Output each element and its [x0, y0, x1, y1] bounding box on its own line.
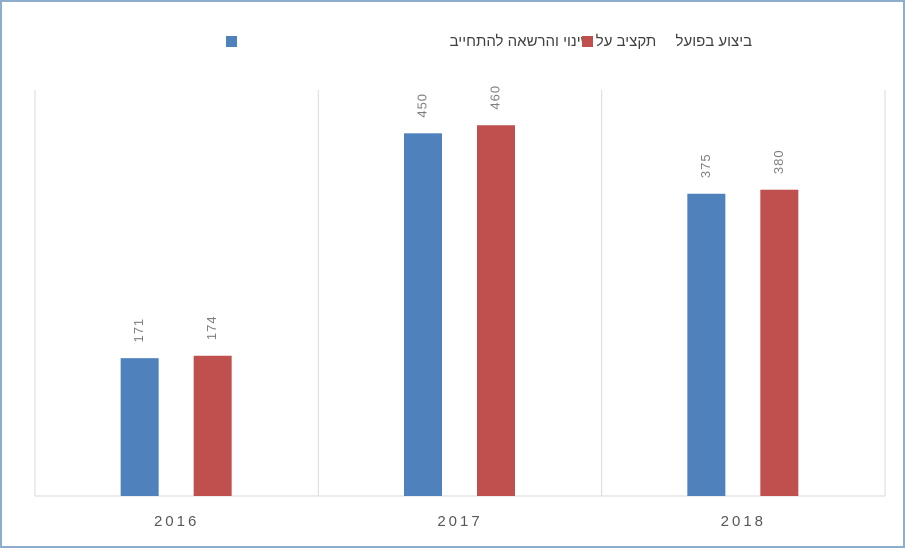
x-tick-label: 2016	[154, 513, 199, 530]
x-tick-label: 2017	[437, 513, 482, 530]
bar	[687, 193, 726, 496]
legend-swatch	[582, 36, 593, 47]
legend-label: ביצוע בפועל	[676, 33, 753, 50]
data-label: 174	[204, 315, 219, 340]
data-label: 171	[131, 318, 146, 343]
bar	[193, 355, 232, 496]
data-label: 375	[698, 153, 713, 178]
bar	[477, 125, 515, 497]
data-label: 450	[414, 93, 429, 118]
legend-swatch	[226, 36, 237, 47]
bar	[404, 133, 442, 497]
legend-label: תקציב על שינוי והרשאה להתחייב	[450, 33, 657, 50]
data-label: 460	[487, 85, 502, 110]
x-tick-label: 2018	[721, 513, 766, 530]
data-label: 380	[771, 149, 786, 174]
bar	[760, 189, 799, 496]
bar	[120, 358, 159, 496]
